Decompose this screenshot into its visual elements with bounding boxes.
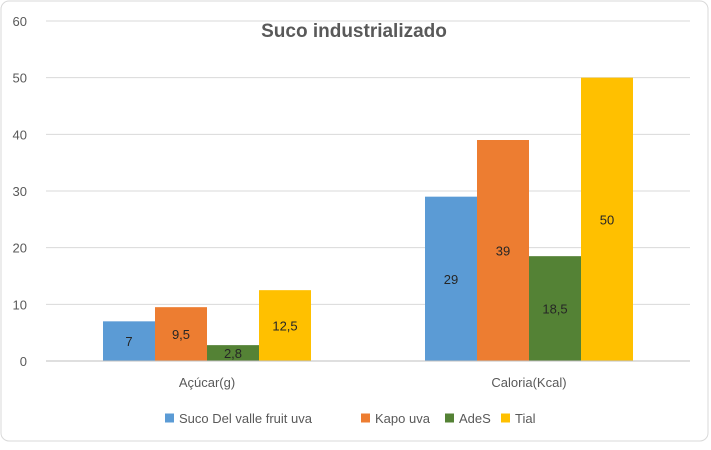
legend-swatch — [165, 413, 174, 423]
bars — [103, 77, 633, 362]
legend-swatch — [501, 413, 510, 423]
y-tick-label: 30 — [13, 184, 27, 199]
x-axis-ticks: Açúcar(g) Caloria(Kcal) — [179, 375, 567, 390]
bar — [259, 290, 311, 361]
bar — [155, 307, 207, 361]
y-tick-label: 10 — [13, 297, 27, 312]
y-tick-label: 50 — [13, 71, 27, 86]
gridlines — [46, 20, 690, 305]
y-tick-label: 60 — [13, 14, 27, 29]
legend: Suco Del valle fruit uva Kapo uva AdeS Tial — [165, 411, 536, 426]
bar — [529, 256, 581, 361]
chart-title: Suco industrializado — [261, 21, 447, 42]
bar — [477, 140, 529, 361]
x-tick-label: Caloria(Kcal) — [491, 375, 566, 390]
legend-swatch — [361, 413, 370, 423]
data-label: 29 — [444, 272, 458, 287]
data-label: 39 — [496, 244, 510, 259]
legend-label: Suco Del valle fruit uva — [179, 411, 313, 426]
y-tick-label: 40 — [13, 127, 27, 142]
data-label: 2,8 — [224, 346, 242, 361]
bar — [425, 196, 477, 361]
y-tick-label: 0 — [20, 354, 27, 369]
legend-label: AdeS — [459, 411, 491, 426]
data-label: 50 — [600, 212, 614, 227]
legend-label: Kapo uva — [375, 411, 431, 426]
bar — [207, 345, 259, 361]
data-labels: 7 9,5 2,8 12,5 29 39 18,5 50 — [125, 212, 614, 361]
data-label: 12,5 — [272, 319, 297, 334]
y-axis-ticks: 0 10 20 30 40 50 60 — [13, 14, 27, 369]
legend-label: Tial — [515, 411, 536, 426]
data-label: 9,5 — [172, 327, 190, 342]
data-label: 7 — [125, 334, 132, 349]
data-label: 18,5 — [542, 302, 567, 317]
x-tick-label: Açúcar(g) — [179, 375, 235, 390]
bar — [581, 77, 633, 362]
bar — [103, 321, 155, 361]
legend-swatch — [445, 413, 454, 423]
y-tick-label: 20 — [13, 241, 27, 256]
